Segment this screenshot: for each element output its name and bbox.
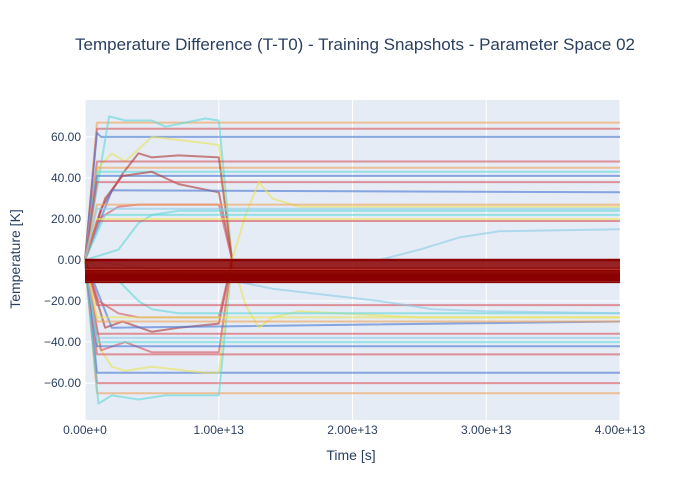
series-line-22 xyxy=(84,207,620,261)
series-line-32 xyxy=(84,259,234,333)
y-tick-label: 40.00 xyxy=(51,171,81,185)
series-line-15 xyxy=(85,181,620,261)
band-fill-1 xyxy=(85,260,620,269)
x-axis-ticks: 0.00e+0 1.00e+13 2.00e+13 3.00e+13 4.00e+13 xyxy=(63,423,645,437)
x-tick-label: 4.00e+13 xyxy=(595,423,646,437)
series-line-34 xyxy=(84,259,234,319)
x-tick-label: 0.00e+0 xyxy=(63,423,107,437)
y-tick-label: 60.00 xyxy=(51,130,81,144)
x-tick-label: 2.00e+13 xyxy=(327,423,378,437)
x-tick-label: 1.00e+13 xyxy=(194,423,245,437)
y-tick-label: −40.00 xyxy=(44,335,81,349)
series-line-4 xyxy=(84,115,234,261)
series-line-5 xyxy=(84,135,234,261)
series-line-11 xyxy=(84,170,234,261)
y-axis-title: Temperature [K] xyxy=(7,209,23,309)
series-group xyxy=(84,115,621,405)
y-tick-label: 20.00 xyxy=(51,212,81,226)
series-line-12 xyxy=(84,181,620,261)
band-fill-2 xyxy=(85,268,620,271)
chart-title: Temperature Difference (T-T0) - Training… xyxy=(75,35,635,54)
band-series-group xyxy=(85,258,620,284)
series-line-26 xyxy=(84,259,234,405)
y-axis-ticks: 60.00 40.00 20.00 0.00 −20.00 −40.00 −60.00 xyxy=(44,130,81,390)
y-tick-label: −20.00 xyxy=(44,294,81,308)
y-tick-label: 0.00 xyxy=(58,253,82,267)
x-axis-title: Time [s] xyxy=(326,447,375,463)
series-line-18 xyxy=(84,213,620,261)
band-fill-13 xyxy=(85,280,620,283)
x-tick-label: 3.00e+13 xyxy=(461,423,512,437)
series-line-3 xyxy=(84,131,620,261)
y-tick-label: −60.00 xyxy=(44,376,81,390)
series-line-41 xyxy=(84,259,620,339)
series-line-13 xyxy=(84,189,621,261)
